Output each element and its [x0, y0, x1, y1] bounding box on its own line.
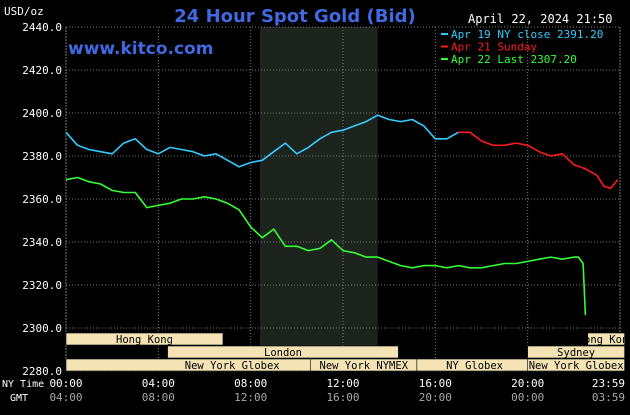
- y-tick-label: 2380.0: [22, 150, 62, 163]
- y-tick-label: 2360.0: [22, 193, 62, 206]
- y-tick-label: 2280.0: [22, 365, 62, 378]
- series-lines: [65, 114, 619, 316]
- x-tick-gmt: 03:59: [592, 391, 625, 404]
- session-label: Hong Kong: [578, 334, 630, 346]
- session-label: Sydney: [557, 347, 595, 359]
- y-tick-label: 2320.0: [22, 279, 62, 292]
- legend-label: Apr 22 Last 2307.20: [451, 53, 577, 66]
- x-tick-gmt: 12:00: [234, 391, 267, 404]
- x-tick-gmt: 04:00: [49, 391, 82, 404]
- page-title: 24 Hour Spot Gold (Bid): [174, 6, 415, 27]
- brand-logo-text[interactable]: www.kitco.com: [68, 39, 213, 59]
- session-label: London: [264, 347, 302, 359]
- session-label: Hong Kong: [116, 334, 173, 346]
- x-axis-gmt-label: GMT: [10, 393, 28, 404]
- plot-frame: [65, 26, 621, 372]
- session-label: New York Globex: [529, 360, 624, 372]
- axes: 2440.0 2420.0 2400.0 2380.0 2360.0 2340.0 2320…: [2, 21, 625, 404]
- session-box: [527, 345, 625, 359]
- x-tick-ny: 00:00: [49, 377, 82, 390]
- timestamp: April 22, 2024 21:50: [468, 12, 613, 26]
- session-box: [167, 345, 399, 359]
- x-axis-ny-label: NY Time: [2, 379, 44, 390]
- x-tick-ny: 16:00: [419, 377, 452, 390]
- x-tick-ny: 12:00: [326, 377, 359, 390]
- y-tick-label: 2400.0: [22, 107, 62, 120]
- unit-label: USD/oz: [4, 5, 44, 18]
- session-label: NY Globex: [446, 360, 503, 372]
- legend-label: Apr 21 Sunday: [451, 41, 537, 54]
- legend-label: Apr 19 NY close 2391.20: [451, 28, 603, 41]
- x-tick-ny: 04:00: [142, 377, 175, 390]
- session-label: New York Globex: [185, 360, 280, 372]
- x-tick-ny: 23:59: [592, 377, 625, 390]
- session-label: New York NYMEX: [320, 360, 409, 372]
- series-line-2: [65, 176, 587, 316]
- y-tick-label: 2340.0: [22, 236, 62, 249]
- x-tick-gmt: 16:00: [326, 391, 359, 404]
- y-tick-label: 2420.0: [22, 64, 62, 77]
- session-box: [65, 332, 224, 346]
- x-tick-gmt: 20:00: [419, 391, 452, 404]
- x-tick-ny: 08:00: [234, 377, 267, 390]
- series-line-1: [458, 131, 619, 190]
- y-tick-label: 2440.0: [22, 21, 62, 34]
- session-box: [587, 332, 625, 346]
- x-tick-gmt: 00:00: [511, 391, 544, 404]
- y-tick-label: 2300.0: [22, 322, 62, 335]
- x-tick-gmt: 08:00: [142, 391, 175, 404]
- series-line-0: [65, 114, 459, 168]
- session-box: [527, 358, 625, 372]
- x-tick-ny: 20:00: [511, 377, 544, 390]
- header: USD/oz 24 Hour Spot Gold (Bid) April 22,…: [4, 5, 613, 59]
